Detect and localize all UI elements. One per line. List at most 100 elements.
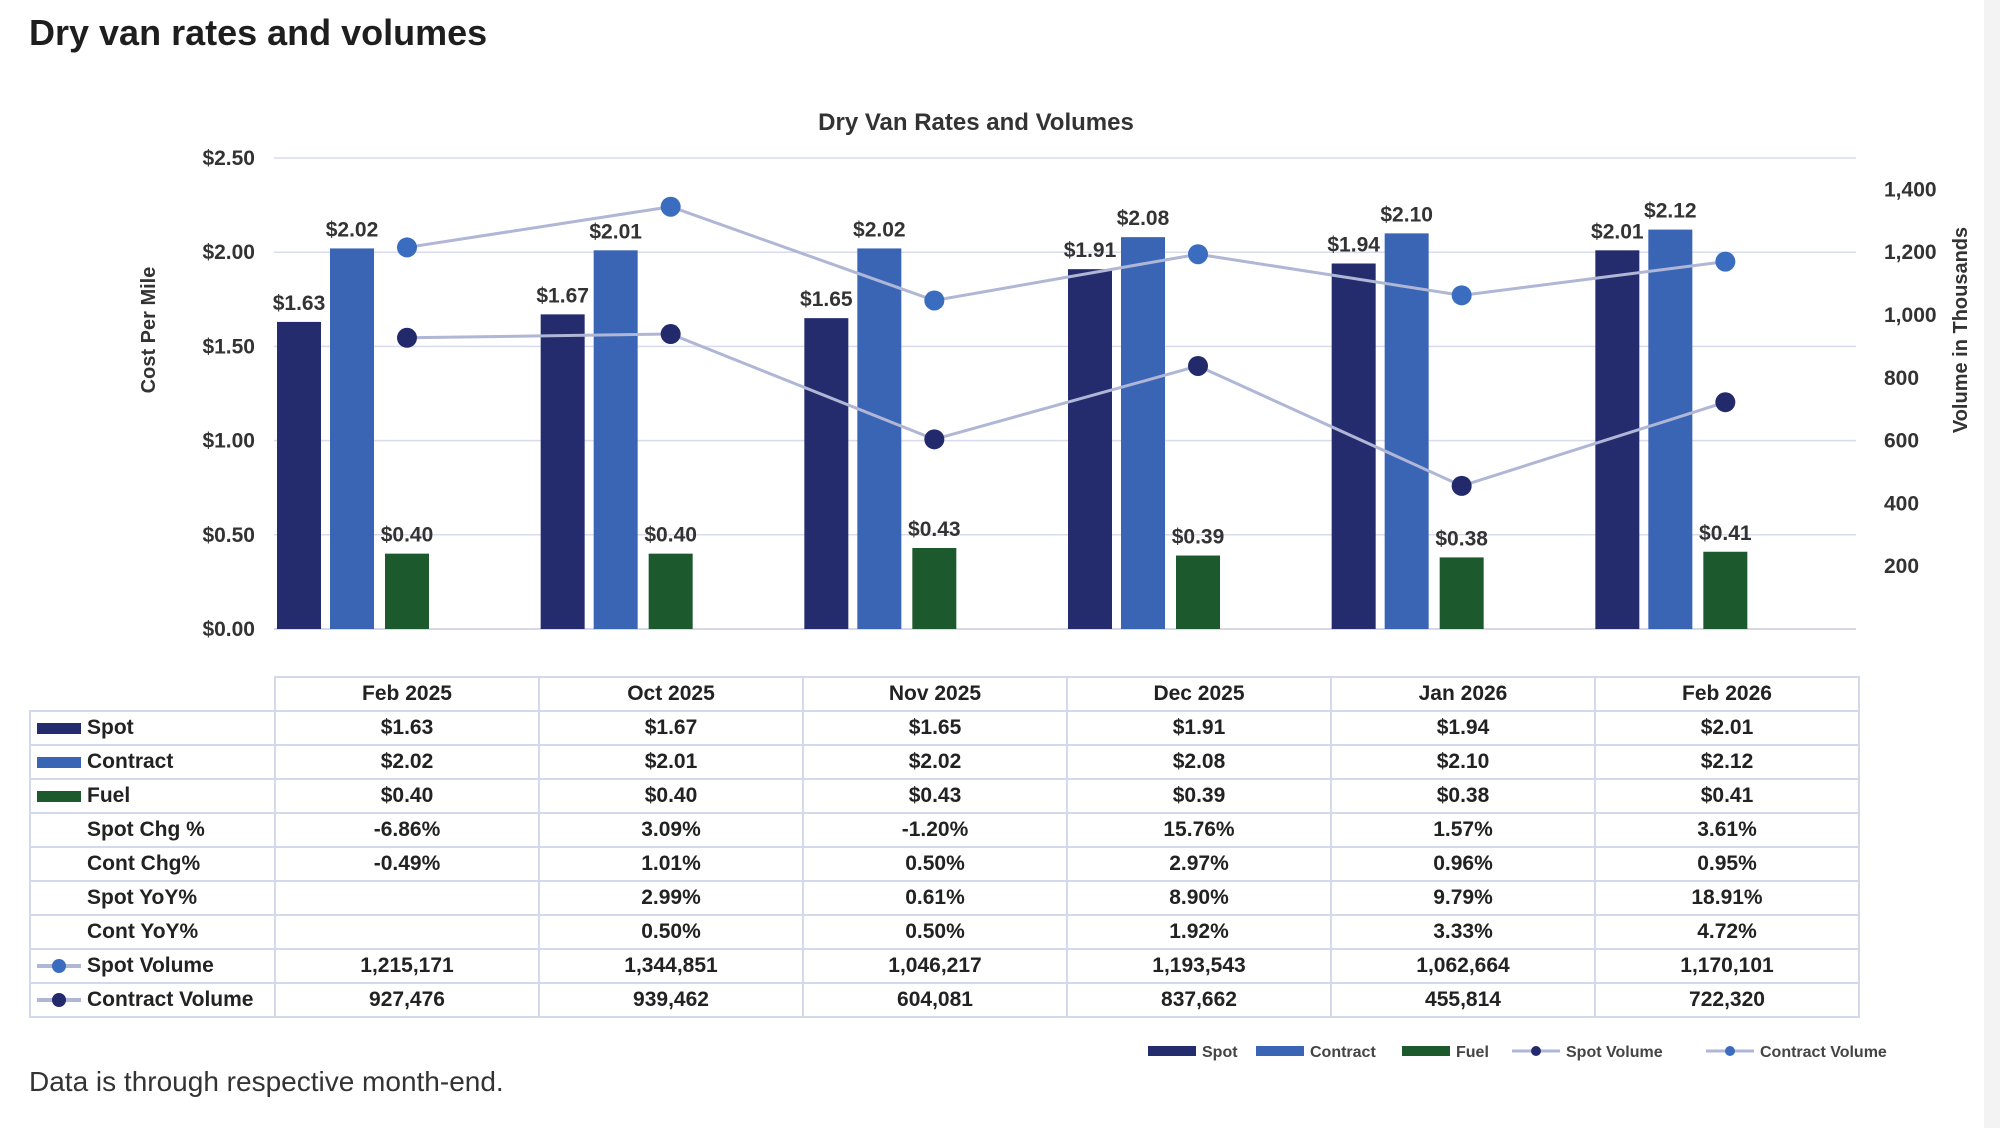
line-contract-volume (406, 332, 1726, 488)
row-label: Cont Chg% (87, 852, 201, 875)
y2-tick-label: 1,000 (1884, 304, 1937, 327)
table-cell: 1.92% (1066, 914, 1332, 950)
table-cell: $0.43 (802, 778, 1068, 814)
row-header: Cont Chg% (29, 846, 276, 882)
bar-spot (277, 321, 321, 629)
y-tick-label: $0.00 (202, 618, 255, 641)
row-label: Spot (87, 716, 134, 739)
data-table: Feb 2025 Oct 2025 Nov 2025 Dec 2025 Jan 2026… (29, 676, 1860, 1018)
legend-marker (1531, 1046, 1541, 1056)
y2-tick-label: 1,400 (1884, 178, 1937, 201)
table-row: Spot Chg % -6.86% 3.09% -1.20% 15.76% 1.57% 3.… (29, 812, 1860, 848)
legend-swatch (1256, 1046, 1304, 1056)
data-label: $1.63 (273, 292, 326, 315)
table-cell: 3.33% (1330, 914, 1596, 950)
scrollbar-track[interactable] (1984, 0, 2000, 1128)
data-label: $0.41 (1699, 522, 1752, 545)
table-cell: 1,170,101 (1594, 948, 1860, 984)
table-cell: 455,814 (1330, 982, 1596, 1018)
table-row: Fuel $0.40 $0.40 $0.43 $0.39 $0.38 $0.41 (29, 778, 1860, 814)
table-cell: 1,344,851 (538, 948, 804, 984)
column-header: Feb 2026 (1594, 676, 1860, 712)
bar-spot (1068, 269, 1112, 629)
data-label: $0.43 (908, 518, 961, 541)
data-label: $0.40 (644, 524, 697, 547)
footnote: Data is through respective month-end. (29, 1066, 504, 1097)
point-spot-volume (1188, 244, 1208, 265)
table-cell: 1,215,171 (274, 948, 540, 984)
y-axis-label: Cost Per Mile (138, 267, 160, 394)
row-label: Fuel (87, 784, 131, 807)
table-row: Spot $1.63 $1.67 $1.65 $1.91 $1.94 $2.01 (29, 710, 1860, 746)
chart-title: Dry Van Rates and Volumes (818, 109, 1134, 136)
column-header: Nov 2025 (802, 676, 1068, 712)
row-header: Contract (29, 744, 276, 780)
point-contract-volume (397, 327, 417, 348)
data-label: $1.67 (536, 284, 589, 307)
bar-spot (804, 318, 849, 629)
y-tick-label: $0.50 (202, 524, 255, 547)
table-cell: 939,462 (538, 982, 804, 1018)
table-cell: $2.08 (1066, 744, 1332, 780)
row-header: Contract Volume (29, 982, 276, 1018)
legend-key-icon (37, 722, 81, 734)
table-row: Spot Volume 1,215,171 1,344,851 1,046,217 1,… (29, 948, 1860, 984)
table-cell: $2.12 (1594, 744, 1860, 780)
y2-tick-label: 200 (1884, 555, 1919, 578)
y2-tick-label: 600 (1884, 430, 1919, 453)
table-cell: 4.72% (1594, 914, 1860, 950)
row-header: Spot YoY% (29, 880, 276, 916)
table-cell: 927,476 (274, 982, 540, 1018)
row-label: Contract (87, 750, 174, 773)
point-spot-volume (924, 290, 945, 311)
table-row: Contract Volume 927,476 939,462 604,081 837,… (29, 982, 1860, 1018)
legend-swatch (1402, 1046, 1450, 1056)
point-contract-volume (1188, 355, 1208, 376)
bar-spot (1331, 263, 1376, 629)
point-contract-volume (1715, 392, 1736, 413)
data-label: $1.65 (800, 288, 853, 311)
table-cell: $0.40 (274, 778, 540, 814)
bar-fuel (385, 553, 429, 629)
table-cell: $1.63 (274, 710, 540, 746)
bar-spot (540, 314, 585, 629)
table-header-row: Feb 2025 Oct 2025 Nov 2025 Dec 2025 Jan 2026… (30, 676, 1860, 712)
table-cell: 0.61% (802, 880, 1068, 916)
legend-key-icon (37, 790, 81, 802)
data-label: $2.10 (1380, 203, 1433, 226)
data-label: $2.02 (853, 218, 906, 241)
point-spot-volume (1451, 285, 1472, 306)
bar-contract (593, 250, 638, 630)
table-cell: 604,081 (802, 982, 1068, 1018)
data-label: $0.38 (1435, 527, 1488, 550)
row-header: Cont YoY% (29, 914, 276, 950)
table-cell: $0.40 (538, 778, 804, 814)
table-cell: 1,046,217 (802, 948, 1068, 984)
y-tick-label: $2.50 (202, 147, 255, 170)
table-cell: $1.94 (1330, 710, 1596, 746)
y-tick-label: $1.50 (202, 335, 255, 358)
table-cell: 0.50% (802, 846, 1068, 882)
table-cell: 0.50% (538, 914, 804, 950)
table-cell: $1.65 (802, 710, 1068, 746)
bar-fuel (1176, 555, 1220, 629)
column-header: Feb 2025 (274, 676, 540, 712)
table-cell: $2.02 (274, 744, 540, 780)
table-row: Cont Chg% -0.49% 1.01% 0.50% 2.97% 0.96% 0.95% (29, 846, 1860, 882)
bar-contract (857, 248, 902, 629)
legend-label: Contract (1310, 1044, 1376, 1061)
table-cell: -6.86% (274, 812, 540, 848)
table-cell: 3.61% (1594, 812, 1860, 848)
legend-label: Contract Volume (1760, 1044, 1887, 1061)
legend-marker (1725, 1046, 1735, 1056)
table-cell: 0.96% (1330, 846, 1596, 882)
table-row: Contract $2.02 $2.01 $2.02 $2.08 $2.10 $2.12 (29, 744, 1860, 780)
table-cell: 8.90% (1066, 880, 1332, 916)
point-contract-volume (1451, 475, 1472, 496)
table-cell: 2.97% (1066, 846, 1332, 882)
table-cell: 722,320 (1594, 982, 1860, 1018)
bar-contract (330, 248, 374, 629)
table-cell (274, 880, 540, 916)
column-header: Oct 2025 (538, 676, 804, 712)
data-label: $2.01 (589, 220, 642, 243)
